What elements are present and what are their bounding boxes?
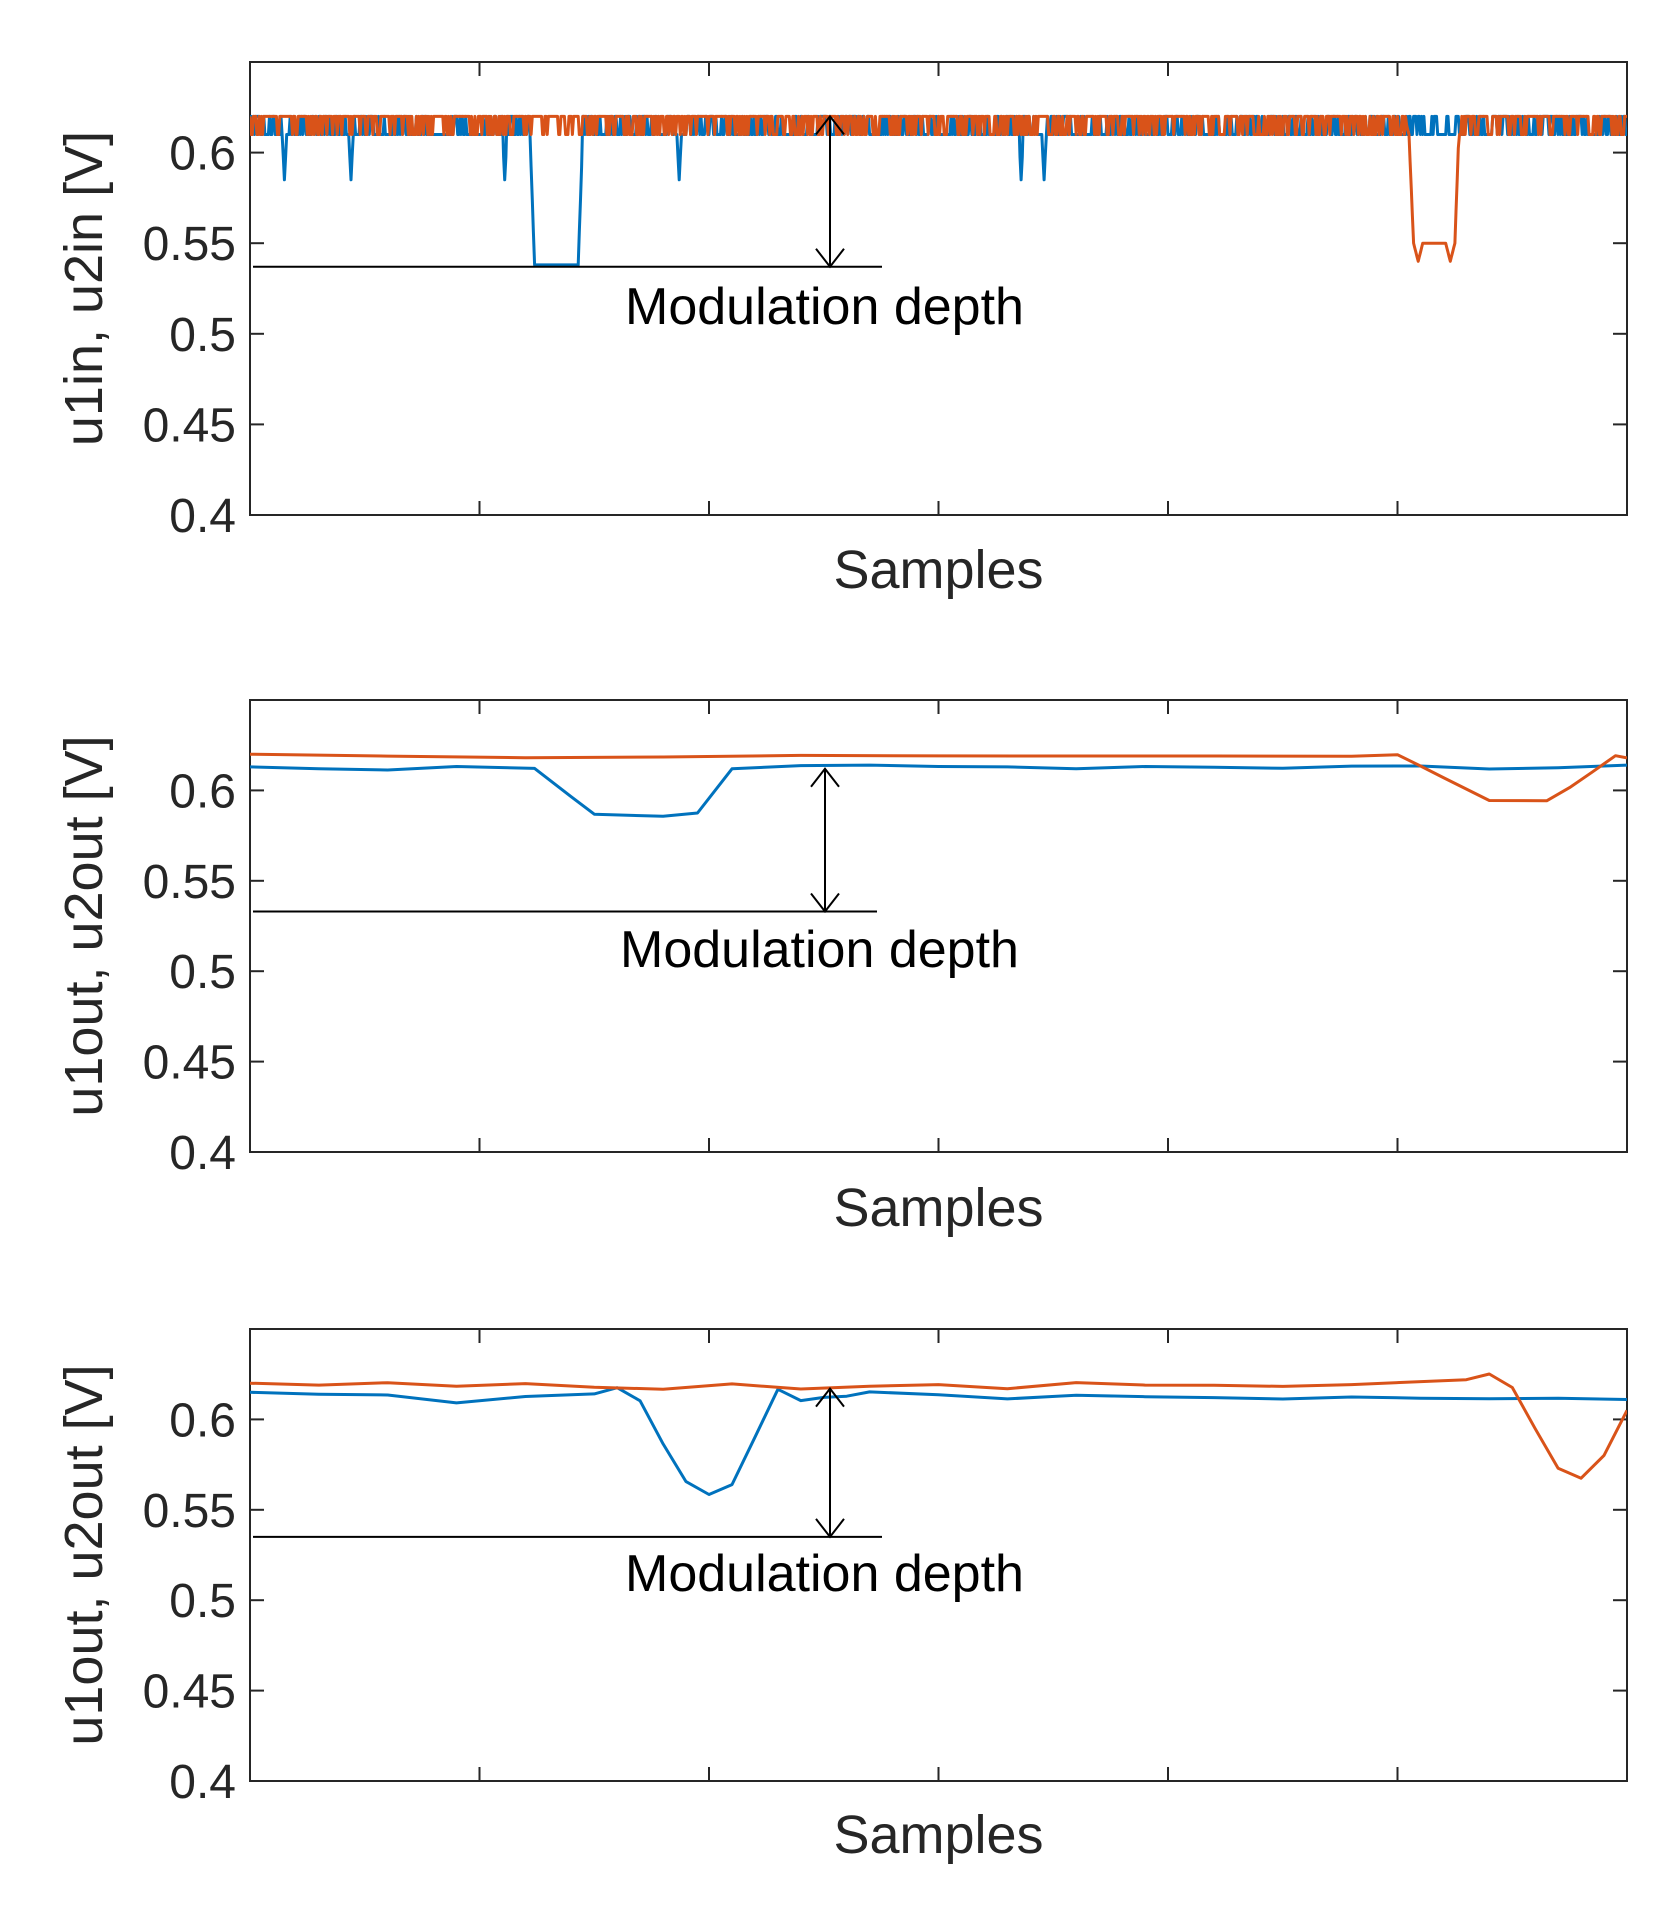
arrow-head-up: [815, 1387, 845, 1408]
y-tick-label: 0.55: [143, 1485, 236, 1538]
y-tick-label: 0.45: [143, 399, 236, 452]
y-tick-label: 0.4: [169, 490, 236, 543]
y-tick-label: 0.55: [143, 856, 236, 909]
y-tick-label: 0.6: [169, 765, 236, 818]
y-tick-label: 0.45: [143, 1037, 236, 1090]
y-tick-label: 0.6: [169, 1394, 236, 1447]
y-tick-label: 0.5: [169, 309, 236, 362]
x-axis-title: Samples: [833, 1805, 1043, 1865]
panel-3: 0.4 0.45 0.5 0.55 0.6 Samples u1out, u2out [V]…: [54, 1328, 1628, 1865]
y-tick-label: 0.4: [169, 1127, 236, 1180]
panel-1: 0.4 0.45 0.5 0.55 0.6 Samples u1in, u2in [V] Mo…: [54, 61, 1628, 600]
y-tick-label: 0.5: [169, 1575, 236, 1628]
series-line-u1in: [250, 114, 1627, 267]
series-line-u2out: [250, 752, 1627, 803]
arrow-head-down: [810, 892, 840, 914]
series-line-u1out: [250, 763, 1627, 818]
y-tick-label: 0.55: [143, 218, 236, 271]
arrow-head-up: [810, 767, 840, 788]
arrow-head-down: [815, 1518, 845, 1539]
y-tick-label: 0.45: [143, 1666, 236, 1719]
series-line-u2out: [250, 1372, 1627, 1480]
y-tick-label: 0.4: [169, 1756, 236, 1809]
modulation-depth-label: Modulation depth: [625, 278, 1024, 336]
series-group: [250, 1372, 1627, 1496]
arrow-head-down: [815, 248, 845, 269]
y-tick-label: 0.5: [169, 946, 236, 999]
y-axis-title: u1in, u2in [V]: [54, 131, 114, 446]
y-axis-title: u1out, u2out [V]: [54, 735, 114, 1116]
y-axis-title: u1out, u2out [V]: [54, 1364, 114, 1745]
modulation-depth-label: Modulation depth: [625, 1545, 1024, 1603]
panel-2: 0.4 0.45 0.5 0.55 0.6 Samples u1out, u2out [V]…: [54, 699, 1628, 1238]
modulation-depth-label: Modulation depth: [620, 921, 1019, 979]
series-group: [250, 752, 1627, 818]
x-axis-title: Samples: [833, 1178, 1043, 1238]
x-axis-title: Samples: [833, 540, 1043, 600]
series-line-u2in: [250, 114, 1627, 263]
arrow-head-up: [815, 114, 845, 135]
series-group: [250, 114, 1627, 267]
series-line-u1out: [250, 1386, 1627, 1496]
y-tick-label: 0.6: [169, 128, 236, 181]
